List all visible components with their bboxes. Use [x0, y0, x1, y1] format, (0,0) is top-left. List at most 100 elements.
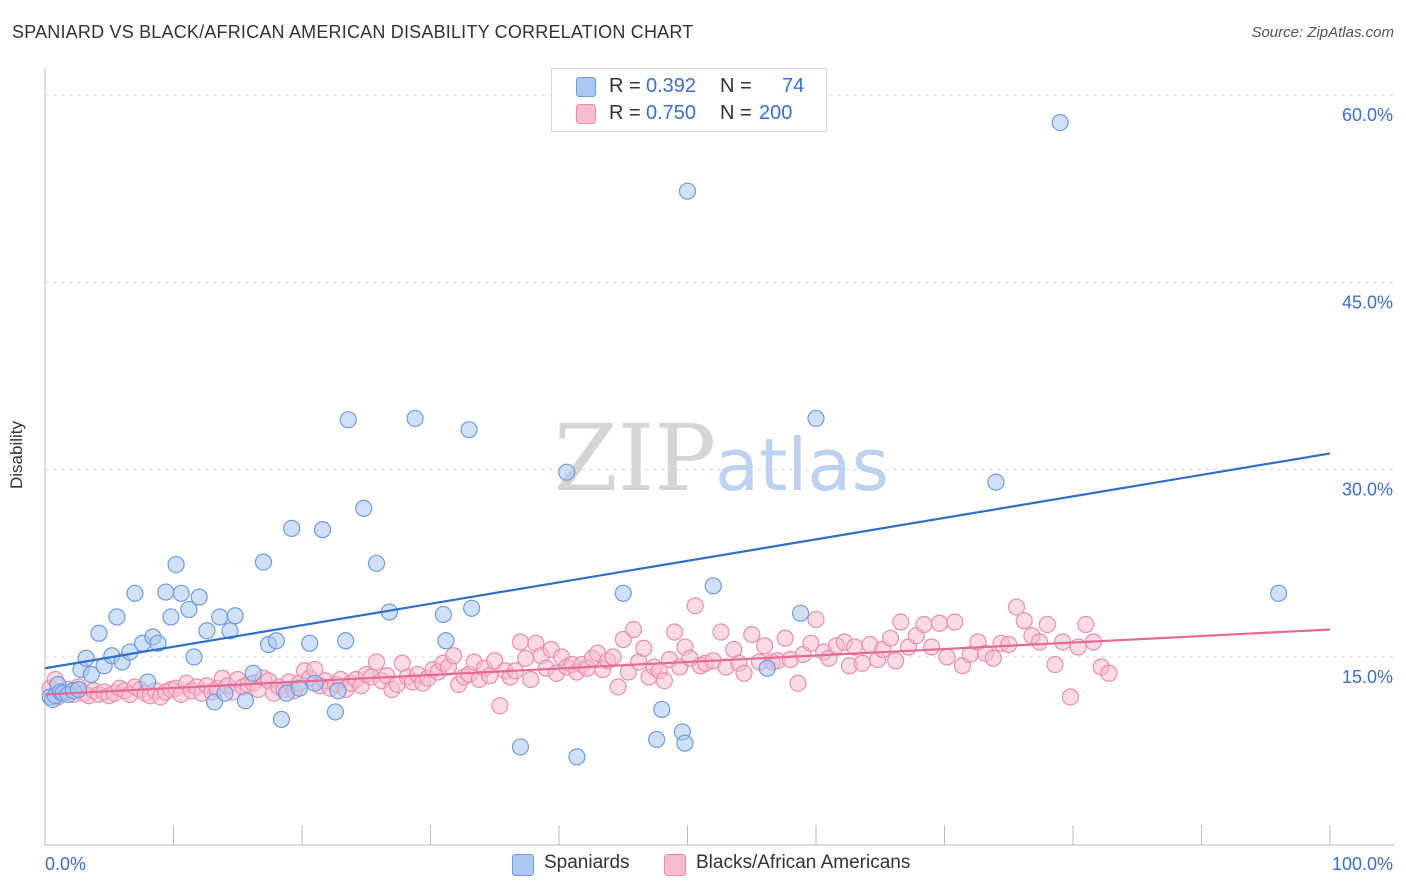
spaniard-point: [157, 583, 175, 601]
black-african-american-point: [984, 649, 1002, 667]
black-african-american-point: [609, 678, 627, 696]
spaniard-point: [290, 679, 309, 697]
y-tick-label: 15.0%: [1342, 667, 1393, 687]
black-african-american-point: [516, 649, 535, 667]
trend-line-spaniards: [44, 452, 1331, 670]
black-african-american-point: [892, 613, 910, 631]
black-african-american-point: [614, 630, 632, 649]
spaniard-point: [226, 607, 244, 625]
spaniard-point: [283, 519, 301, 537]
black-african-american-point: [666, 623, 684, 641]
spaniard-point: [216, 684, 234, 702]
black-african-american-point: [481, 667, 499, 685]
y-tick-label: 60.0%: [1342, 105, 1393, 125]
spaniards-swatch: [576, 77, 596, 97]
spaniard-point: [221, 622, 239, 640]
blacks-swatch: [576, 104, 596, 124]
spaniard-point: [139, 673, 157, 691]
legend-swatch-spaniards: [512, 854, 534, 876]
watermark-atlas: atlas: [715, 423, 889, 507]
spaniard-point: [190, 588, 208, 606]
black-african-american-point: [930, 614, 948, 632]
spaniard-point: [172, 584, 190, 602]
black-african-american-point: [1038, 615, 1056, 634]
black-african-american-point: [743, 625, 761, 644]
tick-labels: 15.0% 30.0% 45.0% 60.0% 0.0% 100.0%: [45, 105, 1393, 874]
n-value: 74: [782, 75, 805, 97]
r-label: R =: [609, 75, 641, 97]
spaniard-point: [180, 600, 198, 619]
spaniard-point: [272, 710, 291, 729]
spaniard-point: [126, 584, 144, 602]
r-label: R =: [609, 102, 641, 124]
spaniard-point: [678, 182, 697, 200]
legend-label-spaniards: Spaniards: [544, 852, 630, 873]
spaniard-point: [434, 605, 452, 624]
spaniard-point: [77, 649, 95, 667]
black-african-american-point: [1030, 633, 1049, 651]
spaniard-point: [568, 748, 586, 766]
correlation-stats-box: R = 0.392 N = 74 R = 0.750 N = 200: [551, 68, 827, 132]
black-african-american-point: [1046, 655, 1064, 674]
trend-line-blacks: [44, 628, 1331, 696]
spaniard-point: [313, 521, 332, 539]
spaniard-point: [511, 738, 530, 756]
watermark-zip: ZIP: [554, 405, 716, 512]
spaniard-point: [211, 608, 229, 626]
spaniard-point: [1051, 113, 1069, 132]
black-african-american-point: [755, 637, 774, 655]
black-african-american-point: [938, 648, 956, 666]
black-african-american-point: [486, 652, 504, 670]
black-african-american-point: [712, 623, 730, 641]
spaniard-point: [437, 632, 455, 650]
black-african-american-point: [1015, 612, 1033, 630]
black-african-american-point: [367, 653, 386, 671]
gridlines: [45, 94, 1394, 658]
black-african-american-point: [1061, 688, 1080, 706]
n-label: N =: [720, 102, 752, 124]
stats-row-blacks: R = 0.750 N = 200: [552, 102, 826, 126]
watermark: ZIP atlas: [554, 405, 889, 512]
spaniard-point: [460, 421, 478, 439]
n-value: 200: [759, 102, 793, 124]
x-tick-label: 0.0%: [45, 854, 86, 874]
black-african-american-point: [445, 647, 463, 665]
black-african-american-point: [735, 664, 753, 682]
spaniard-point: [167, 555, 185, 574]
black-african-american-point: [635, 639, 653, 657]
spaniard-point: [185, 648, 203, 666]
spaniard-point: [301, 634, 319, 652]
spaniard-point: [614, 584, 632, 602]
spaniard-point: [82, 665, 100, 684]
black-african-american-point: [1077, 615, 1095, 634]
chart-title: SPANIARD VS BLACK/AFRICAN AMERICAN DISAB…: [12, 22, 694, 42]
black-african-american-point: [946, 613, 964, 631]
black-african-american-point: [923, 638, 941, 656]
black-african-american-point: [604, 648, 622, 666]
spaniard-point: [198, 622, 216, 640]
spaniard-point: [90, 624, 108, 642]
spaniard-point: [162, 608, 180, 626]
black-african-american-point: [915, 615, 933, 634]
black-african-american-point: [491, 697, 509, 715]
x-tick-label: 100.0%: [1332, 854, 1393, 874]
black-african-american-point: [807, 610, 825, 629]
black-african-american-point: [655, 672, 673, 690]
spaniard-point: [406, 409, 424, 428]
axes: [44, 68, 1394, 846]
spaniard-point: [558, 463, 576, 481]
spaniard-point: [791, 604, 810, 622]
legend-label-blacks: Blacks/African Americans: [696, 852, 911, 873]
spaniard-point: [758, 659, 776, 677]
black-african-american-point: [853, 654, 871, 672]
spaniard-point: [326, 703, 345, 721]
trend-lines: [44, 452, 1331, 696]
series-blacks-african-americans: [41, 597, 1118, 715]
spaniard-point: [236, 692, 255, 710]
spaniard-point: [648, 730, 666, 749]
black-african-american-point: [511, 633, 530, 651]
black-african-american-point: [522, 670, 540, 689]
n-label: N =: [720, 75, 752, 97]
black-african-american-point: [1100, 664, 1118, 682]
